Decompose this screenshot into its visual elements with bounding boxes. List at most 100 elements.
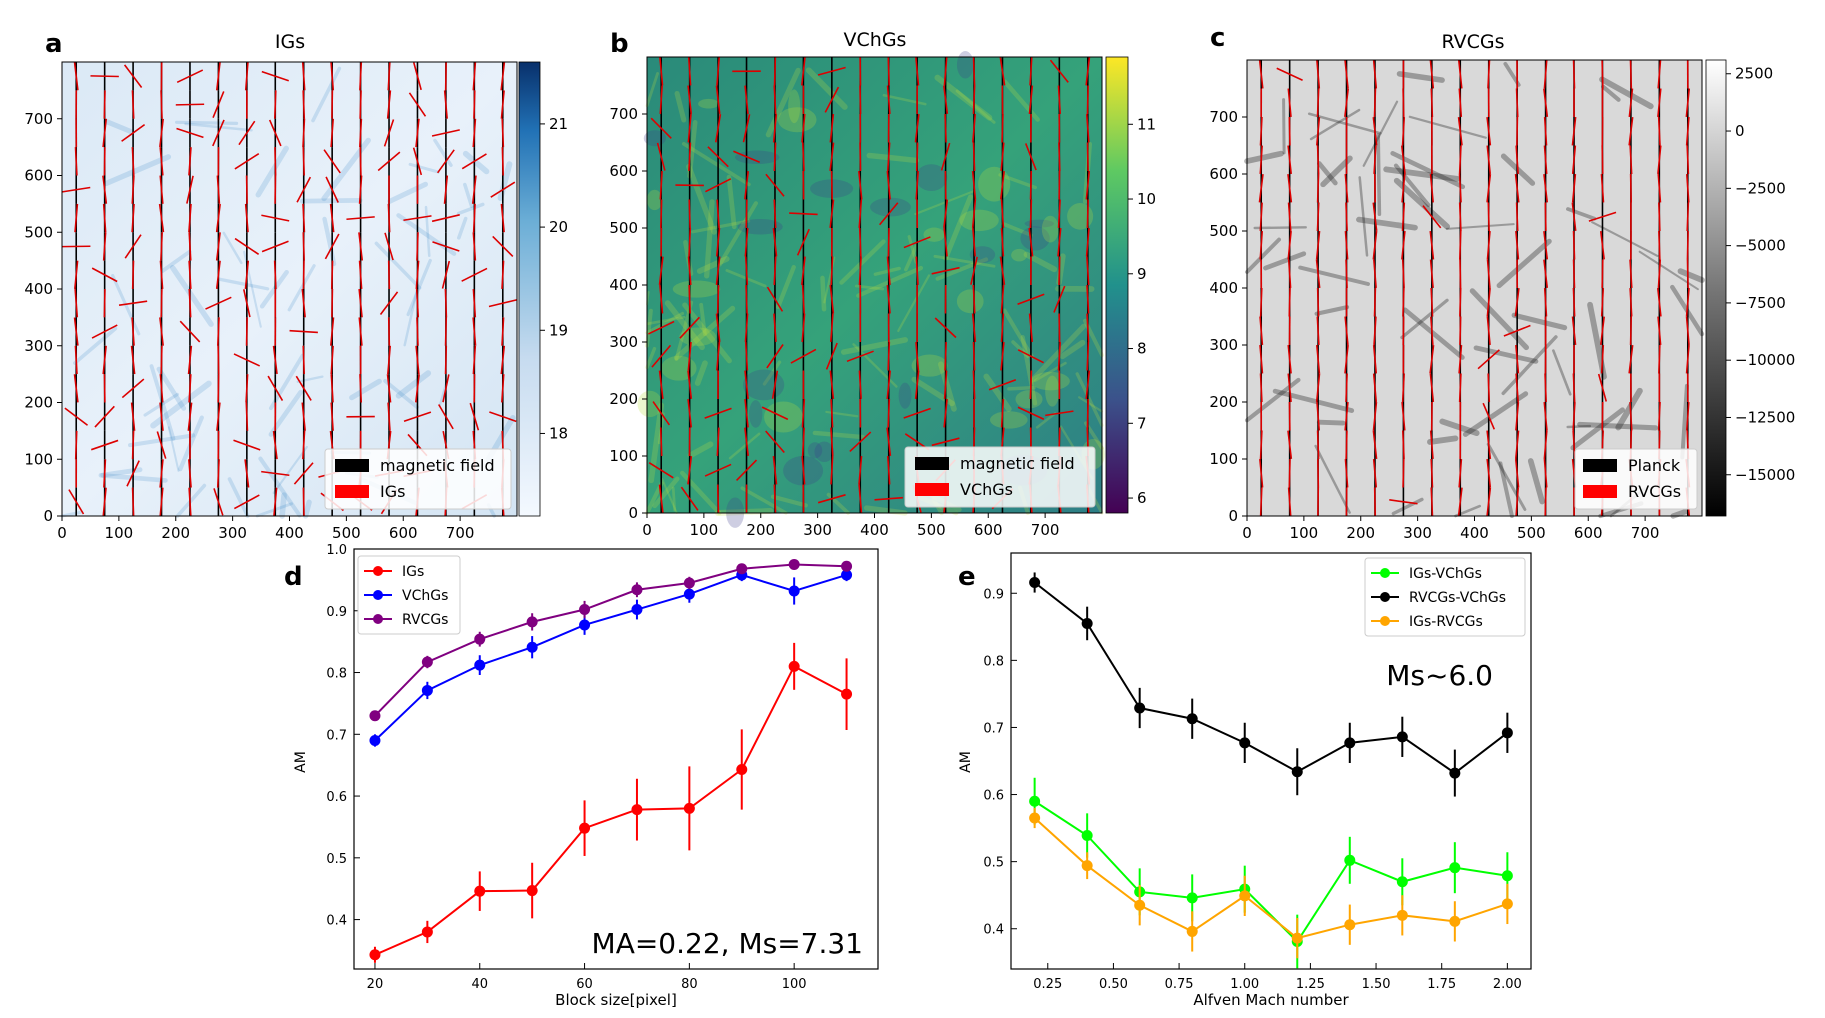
gradient-vector [160, 90, 163, 119]
gradient-vector [887, 341, 891, 371]
panel-c-colorbar [1705, 59, 1727, 517]
gradient-vector [765, 430, 785, 454]
gradient-vector [1287, 430, 1293, 459]
gradient-vector [744, 313, 749, 343]
gradient-vector [1401, 230, 1406, 260]
gradient-vector [302, 203, 306, 233]
gradient-vector [859, 85, 862, 115]
gradient-vector [1045, 410, 1074, 417]
gradient-vector [830, 455, 834, 485]
gradient-vector [74, 430, 78, 460]
x-tick-label: 700 [1031, 521, 1060, 539]
data-point [369, 949, 381, 961]
y-tick-label: 0.5 [326, 852, 347, 867]
gradient-vector [416, 232, 419, 261]
gradient-vector [472, 203, 476, 233]
texture-filament [1462, 391, 1529, 437]
gradient-vector [1000, 284, 1005, 314]
x-tick-label: 700 [1631, 524, 1660, 542]
texture-filament [1356, 216, 1418, 231]
texture-patch [1020, 226, 1050, 251]
gradient-vector [217, 374, 220, 403]
gradient-vector [1086, 199, 1089, 229]
gradient-vector [1543, 231, 1549, 260]
gradient-vector [679, 316, 700, 339]
gradient-vector [379, 291, 399, 316]
gradient-vector [1086, 398, 1089, 428]
gradient-vector [1486, 230, 1491, 260]
gradient-vector [1000, 199, 1005, 229]
texture-patch [959, 209, 999, 232]
x-tick-label: 1.25 [1296, 977, 1325, 992]
texture-patch [978, 166, 1011, 202]
panel-b-map: b VChGs 0 100 200 300 400 500 600 700 0 100 200 30… [609, 29, 1156, 539]
gradient-vector [233, 439, 261, 451]
texture-filament [1552, 349, 1572, 396]
gradient-vector [1017, 293, 1045, 306]
gradient-vector [656, 142, 666, 171]
gradient-vector [302, 430, 306, 460]
texture-patch [814, 441, 834, 462]
gradient-vector [1458, 458, 1463, 488]
gradient-vector [383, 119, 395, 147]
colorbar-tick-label: 10 [1137, 190, 1156, 208]
panel-b-letter: b [610, 29, 629, 59]
gradient-vector [1344, 316, 1349, 346]
data-point [1029, 795, 1041, 807]
gradient-vector [914, 114, 920, 143]
texture-patch [898, 382, 912, 409]
texture-filament [272, 445, 308, 495]
texture-filament [103, 118, 134, 135]
gradient-vector [829, 370, 835, 400]
gradient-vector [886, 142, 891, 172]
gradient-vector [1345, 430, 1348, 460]
data-point [1449, 767, 1461, 779]
gradient-vector [1259, 230, 1264, 260]
data-point [1344, 919, 1356, 931]
gradient-vector [415, 118, 420, 148]
data-point [736, 764, 748, 775]
gradient-vector [971, 313, 977, 343]
y-tick-label: 700 [24, 110, 53, 128]
gradient-vector [1345, 259, 1348, 289]
x-tick-label: 80 [681, 977, 698, 992]
gradient-vector [1276, 67, 1303, 81]
texture-filament [1035, 412, 1057, 429]
y-tick-label: 400 [609, 276, 638, 294]
data-point [1081, 829, 1093, 841]
gradient-vector [716, 56, 721, 86]
texture-filament [1390, 151, 1466, 190]
gradient-vector [934, 317, 957, 339]
gradient-vector [1685, 401, 1690, 431]
texture-filament [897, 274, 931, 333]
legend-label-vchgs: VChGs [960, 480, 1013, 499]
gradient-vector [469, 402, 480, 431]
gradient-vector [680, 486, 699, 511]
data-point [526, 616, 538, 628]
panel-e-chart: e 0.25 0.50 0.75 1.00 1.25 1.50 1.75 2.00 0.4 0.5… [958, 552, 1532, 1009]
texture-filament [299, 198, 363, 204]
y-tick-label: 500 [609, 219, 638, 237]
colorbar-tick-label: −10000 [1735, 351, 1795, 369]
gradient-vector [1658, 202, 1661, 232]
gradient-vector [971, 170, 977, 200]
gradient-vector [444, 345, 448, 375]
gradient-vector [772, 113, 778, 143]
gradient-vector [188, 232, 192, 261]
colorbar-tick-label: −5000 [1735, 237, 1786, 255]
gradient-vector [501, 147, 504, 176]
gradient-vector [1422, 205, 1442, 229]
x-tick-label: 1.50 [1362, 977, 1391, 992]
texture-filament [457, 202, 485, 216]
gradient-vector [126, 460, 140, 487]
data-point [1449, 862, 1461, 874]
texture-filament [1383, 166, 1461, 182]
data-point [1186, 892, 1198, 904]
legend-label-magnetic-field: magnetic field [380, 456, 495, 475]
texture-filament [841, 337, 909, 355]
series-line-vchgs [374, 573, 847, 742]
gradient-vector [244, 203, 249, 233]
texture-filament [1253, 226, 1307, 230]
texture-filament [1615, 387, 1643, 431]
data-point [683, 577, 695, 589]
